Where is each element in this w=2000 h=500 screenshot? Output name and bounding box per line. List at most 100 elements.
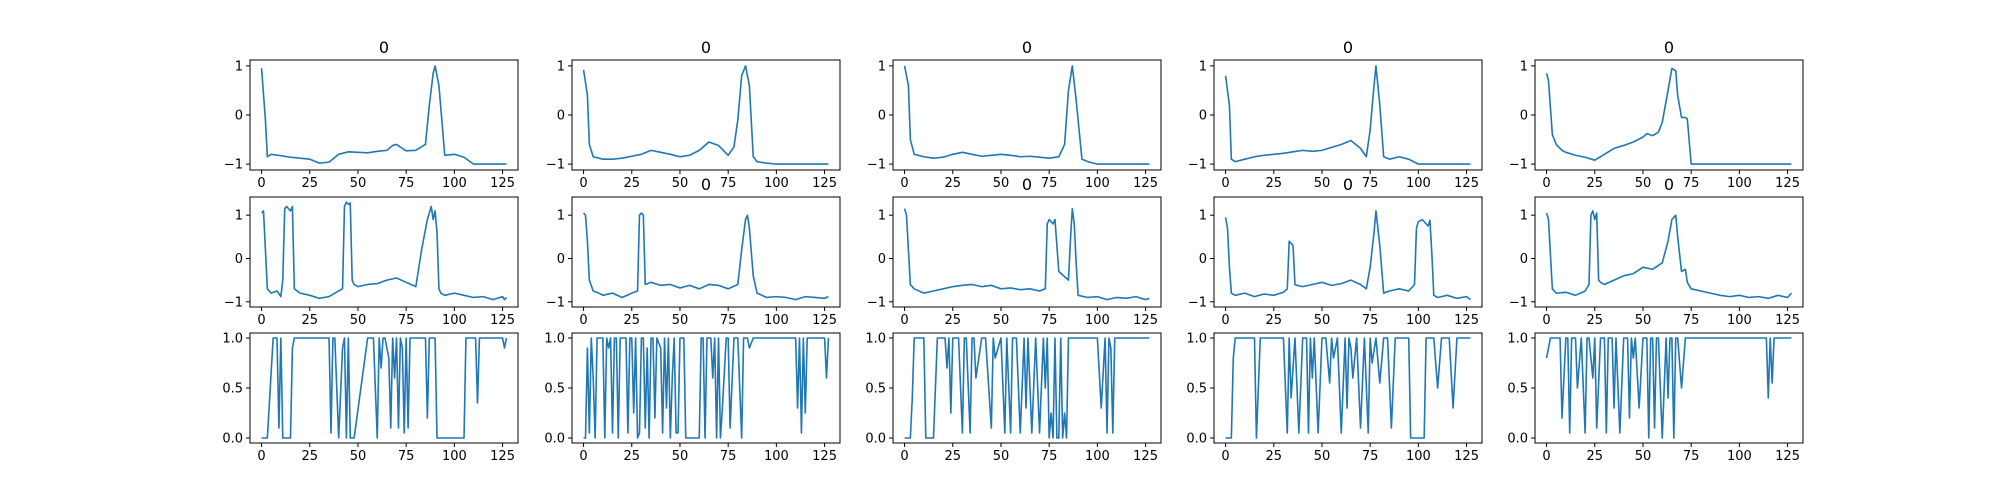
- subplot-2-3: 0 25 50 75 100 125 0.0 0.5 1.0: [1186, 332, 1483, 464]
- y-tick-label: 0: [1199, 109, 1207, 124]
- y-tick-label: 1.0: [865, 332, 886, 347]
- x-tick-label: 0: [1221, 449, 1229, 464]
- x-tick-label: 50: [1314, 313, 1331, 328]
- x-tick-label: 0: [579, 449, 587, 464]
- x-tick-label: 125: [1775, 176, 1800, 191]
- y-tick-label: 1: [557, 59, 565, 74]
- subplot-1-0: 0 25 50 75 100 125 −1 0 1: [224, 196, 519, 328]
- y-tick-label: 0: [878, 109, 886, 124]
- subplot-0-2: 0 0 25 50 75 100 125 −1 0 1: [867, 38, 1162, 191]
- y-tick-label: 1: [878, 59, 886, 74]
- x-tick-label: 125: [490, 313, 515, 328]
- subplot-2-1: 0 25 50 75 100 125 0.0 0.5 1.0: [544, 332, 841, 464]
- y-tick-label: 1.0: [544, 332, 565, 347]
- x-tick-label: 100: [1406, 313, 1431, 328]
- y-tick-label: 0.5: [1186, 382, 1207, 397]
- x-tick-label: 25: [1265, 449, 1282, 464]
- y-tick-label: −1: [224, 158, 243, 173]
- x-tick-label: 75: [1362, 176, 1379, 191]
- x-tick-label: 75: [398, 313, 415, 328]
- x-tick-label: 50: [1314, 176, 1331, 191]
- y-tick-label: 1: [1520, 209, 1528, 224]
- x-tick-label: 75: [1041, 176, 1058, 191]
- y-tick-label: −1: [224, 295, 243, 310]
- x-tick-label: 25: [623, 313, 640, 328]
- data-series-line: [261, 337, 508, 439]
- subplot-title: 0: [1022, 38, 1032, 57]
- y-tick-label: 0.0: [1186, 432, 1207, 447]
- subplot-0-4: 0 0 25 50 75 100 125 −1 0 1: [1509, 38, 1804, 191]
- axes-frame: [892, 196, 1162, 308]
- x-tick-label: 75: [1362, 313, 1379, 328]
- x-tick-label: 50: [672, 176, 689, 191]
- x-tick-label: 75: [1362, 449, 1379, 464]
- x-tick-label: 125: [490, 449, 515, 464]
- x-tick-label: 0: [1221, 176, 1229, 191]
- data-series-line: [260, 65, 507, 165]
- y-tick-label: 0: [557, 109, 565, 124]
- y-tick-label: −1: [1509, 295, 1528, 310]
- data-series-line: [1224, 210, 1471, 301]
- x-tick-label: 25: [301, 176, 318, 191]
- x-tick-label: 50: [350, 176, 367, 191]
- x-tick-label: 0: [900, 313, 908, 328]
- x-tick-label: 125: [812, 449, 837, 464]
- x-tick-label: 125: [1454, 449, 1479, 464]
- data-series-line: [1225, 337, 1471, 439]
- x-tick-label: 125: [1133, 313, 1158, 328]
- x-tick-label: 100: [764, 176, 789, 191]
- x-tick-label: 25: [623, 449, 640, 464]
- x-tick-label: 125: [1775, 313, 1800, 328]
- axes-frame: [249, 196, 519, 308]
- x-tick-label: 100: [764, 313, 789, 328]
- x-tick-label: 125: [1133, 176, 1158, 191]
- x-tick-label: 50: [993, 449, 1010, 464]
- x-tick-label: 125: [490, 176, 515, 191]
- axes-frame: [571, 196, 841, 308]
- y-tick-label: 0: [235, 109, 243, 124]
- x-tick-label: 25: [1586, 176, 1603, 191]
- x-tick-label: 125: [1454, 176, 1479, 191]
- data-series-line: [903, 65, 1150, 165]
- y-tick-label: −1: [546, 295, 565, 310]
- y-tick-label: 0: [878, 252, 886, 267]
- subplot-2-0: 0 25 50 75 100 125 0.0 0.5 1.0: [222, 332, 519, 464]
- data-series-line: [1545, 67, 1792, 165]
- y-tick-label: 0.0: [865, 432, 886, 447]
- x-tick-label: 125: [1133, 449, 1158, 464]
- subplot-title: 0: [701, 175, 711, 194]
- x-tick-label: 100: [1085, 176, 1110, 191]
- x-tick-label: 50: [993, 313, 1010, 328]
- x-tick-label: 125: [812, 176, 837, 191]
- x-tick-label: 0: [257, 449, 265, 464]
- data-series-line: [903, 207, 1150, 301]
- subplot-title: 0: [1664, 38, 1674, 57]
- subplot-title: 0: [701, 38, 711, 57]
- data-series-line: [904, 337, 1150, 439]
- y-tick-label: −1: [1509, 158, 1528, 173]
- y-tick-label: 1: [878, 209, 886, 224]
- x-tick-label: 100: [1406, 176, 1431, 191]
- x-tick-label: 50: [350, 313, 367, 328]
- y-tick-label: 1: [1199, 59, 1207, 74]
- subplot-0-1: 0 0 25 50 75 100 125 −1 0 1: [546, 38, 841, 191]
- x-tick-label: 100: [442, 176, 467, 191]
- x-tick-label: 0: [579, 313, 587, 328]
- subplot-1-4: 0 0 25 50 75 100 125 −1 0 1: [1509, 175, 1804, 328]
- y-tick-label: 0: [557, 252, 565, 267]
- subplot-title: 0: [1022, 175, 1032, 194]
- y-tick-label: −1: [546, 158, 565, 173]
- y-tick-label: 0: [235, 252, 243, 267]
- subplot-0-0: 0 0 25 50 75 100 125 −1 0 1: [224, 38, 519, 191]
- x-tick-label: 75: [1041, 449, 1058, 464]
- x-tick-label: 0: [1542, 313, 1550, 328]
- x-tick-label: 25: [1586, 313, 1603, 328]
- axes-frame: [1213, 196, 1483, 308]
- x-tick-label: 25: [944, 313, 961, 328]
- x-tick-label: 0: [257, 176, 265, 191]
- y-tick-label: 1: [1199, 209, 1207, 224]
- x-tick-label: 0: [1542, 176, 1550, 191]
- x-tick-label: 50: [1635, 449, 1652, 464]
